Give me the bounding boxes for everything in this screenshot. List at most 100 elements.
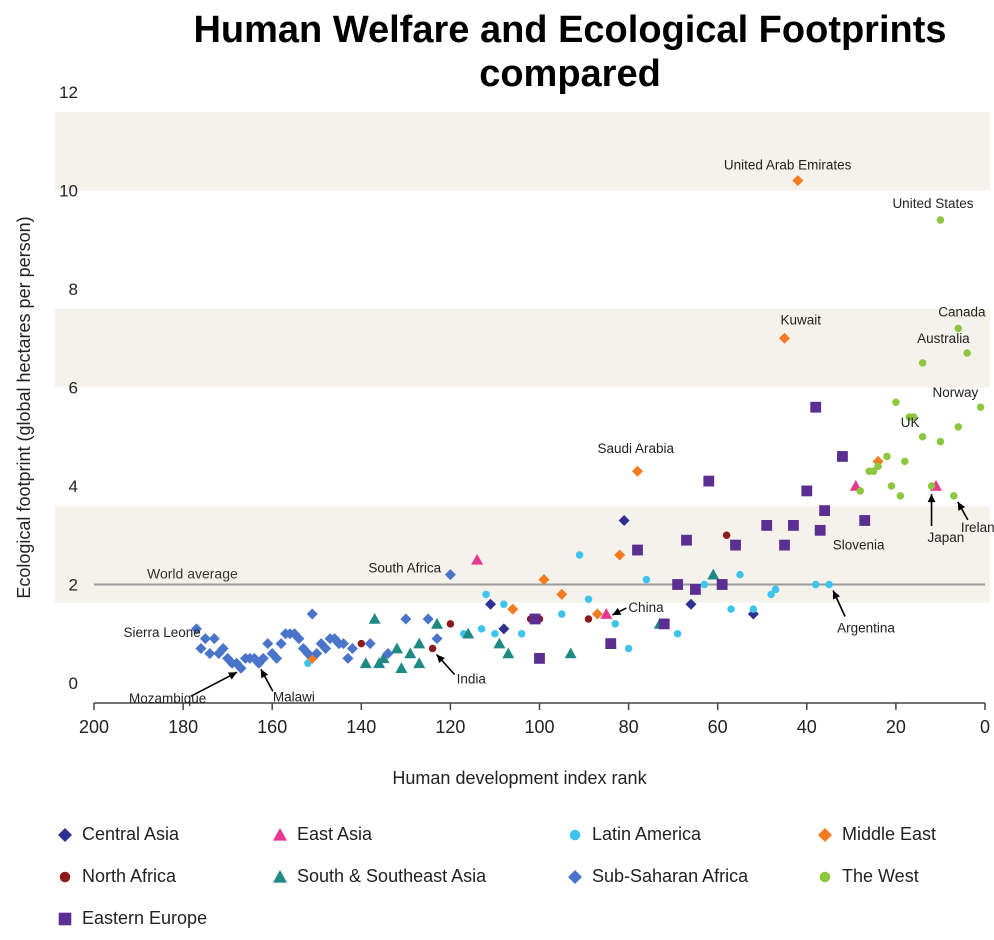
data-point [618, 514, 630, 526]
y-tick-label: 12 [59, 83, 78, 102]
annotation-label: UK [901, 415, 920, 430]
data-point [217, 643, 229, 655]
annotation-arrowhead [927, 494, 936, 503]
legend-marker [273, 827, 287, 841]
data-point [390, 642, 403, 654]
data-point [673, 630, 682, 638]
x-tick-label: 180 [168, 717, 198, 737]
data-point [302, 647, 314, 659]
x-tick-label: 40 [797, 717, 817, 737]
data-point [700, 580, 709, 589]
legend-item: South & Southeast Asia [271, 866, 486, 887]
legend-label: East Asia [297, 824, 373, 844]
annotation-arrowhead [260, 669, 269, 679]
annotation-label: Malawi [273, 689, 315, 704]
data-point [963, 349, 971, 357]
x-tick-label: 160 [257, 717, 287, 737]
y-tick-label: 2 [69, 576, 78, 595]
data-point [779, 539, 790, 551]
legend-marker [568, 869, 582, 884]
data-point [896, 492, 905, 500]
data-point [749, 605, 758, 613]
data-point [624, 644, 633, 653]
data-point [491, 630, 499, 638]
data-point [825, 580, 833, 589]
legend-marker [818, 827, 832, 842]
data-point [954, 423, 963, 431]
legend-item: Eastern Europe [56, 908, 207, 929]
data-point [814, 524, 826, 536]
legend-diamond-icon [818, 827, 832, 842]
grid-band [55, 309, 990, 388]
data-point [591, 608, 603, 620]
data-point [500, 600, 508, 608]
data-point [257, 652, 269, 664]
data-point [271, 652, 283, 664]
data-point [600, 608, 613, 619]
data-point [320, 643, 332, 655]
data-point [681, 534, 692, 546]
annotation-label: India [457, 672, 487, 687]
data-point [517, 630, 526, 638]
legend-label: North Africa [82, 866, 177, 886]
data-point [444, 569, 456, 581]
data-point [404, 647, 417, 659]
grid-band [55, 112, 990, 191]
legend-label: Middle East [842, 824, 937, 844]
data-point [690, 584, 701, 595]
legend-marker [59, 871, 71, 882]
data-point [431, 633, 443, 645]
x-tick-label: 80 [619, 717, 639, 737]
data-point [462, 627, 475, 639]
data-point [859, 515, 871, 526]
legend-marker [819, 871, 831, 882]
data-point [730, 539, 741, 551]
legend-item: Sub-Saharan Africa [566, 866, 748, 887]
data-point [901, 457, 909, 466]
data-point [364, 638, 376, 650]
legend-item: Middle East [816, 824, 936, 845]
annotation-label: South Africa [368, 561, 441, 576]
legend-diamond-icon [568, 869, 582, 884]
data-point [382, 647, 394, 659]
legend-item: North Africa [56, 866, 176, 887]
y-tick-label: 10 [59, 182, 78, 201]
legend-marker [58, 827, 72, 842]
data-point [801, 485, 813, 497]
data-point [584, 595, 593, 604]
data-point [874, 462, 882, 471]
legend-label: Sub-Saharan Africa [592, 866, 749, 886]
data-point [529, 613, 541, 625]
data-point [357, 639, 366, 648]
data-point [235, 662, 247, 674]
data-point [311, 647, 323, 659]
data-point [400, 613, 412, 625]
data-point [575, 551, 584, 559]
data-point [208, 633, 220, 645]
y-tick-label: 6 [69, 379, 78, 398]
annotation-label: United Arab Emirates [724, 158, 852, 173]
data-point [927, 482, 936, 490]
data-point [498, 623, 510, 635]
legend-item: East Asia [271, 824, 372, 845]
data-point [632, 544, 643, 556]
legend-marker [58, 912, 72, 925]
data-point [779, 332, 791, 344]
data-point [819, 505, 831, 517]
data-point [771, 585, 780, 594]
data-point [304, 659, 312, 668]
data-point [788, 520, 799, 531]
annotation-arrowhead [228, 672, 238, 680]
data-point [810, 401, 822, 413]
data-point [658, 618, 670, 630]
legend-label: The West [842, 866, 919, 886]
annotation-arrow [190, 671, 238, 697]
data-point [558, 610, 566, 618]
legend-marker [569, 829, 581, 840]
data-point [976, 403, 985, 411]
annotation-label: Argentina [837, 621, 895, 636]
data-point [431, 617, 444, 629]
data-point [507, 603, 519, 615]
data-point [611, 620, 619, 628]
data-point [428, 644, 437, 653]
